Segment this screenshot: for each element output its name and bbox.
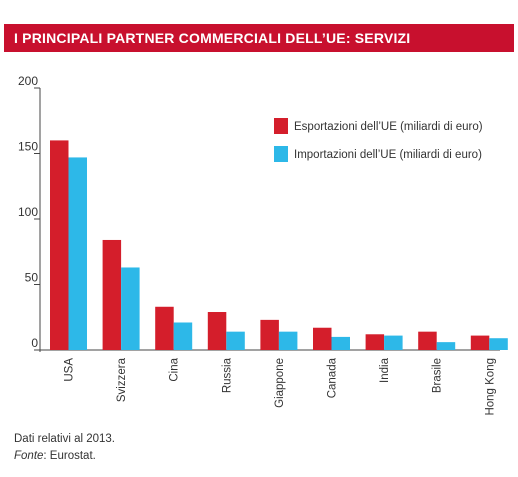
bar-imports bbox=[278, 331, 298, 350]
legend-swatch-imports bbox=[274, 146, 288, 162]
footnote-source: Fonte: Eurostat. bbox=[14, 450, 96, 462]
bar-exports bbox=[50, 140, 69, 350]
y-tick-label: 50 bbox=[25, 271, 39, 285]
x-tick-label: Hong Kong bbox=[484, 358, 496, 416]
source-label: Fonte bbox=[14, 450, 44, 462]
bar-chart: 0 50 100 150 200 USA Svizzera Cina Russia Giappon… bbox=[18, 74, 508, 416]
bar-imports bbox=[436, 342, 456, 350]
bar-imports bbox=[384, 335, 403, 350]
x-tick-label: Giappone bbox=[274, 358, 286, 408]
bar-exports bbox=[418, 331, 437, 350]
bar-imports bbox=[121, 267, 140, 350]
x-tick-label: Svizzera bbox=[116, 357, 128, 402]
x-tick-label: Brasile bbox=[432, 358, 444, 393]
x-tick-label: India bbox=[379, 357, 391, 383]
legend-swatch-exports bbox=[274, 118, 288, 134]
y-tick-label: 100 bbox=[18, 205, 38, 219]
bar-exports bbox=[260, 319, 279, 350]
source-text: : Eurostat. bbox=[43, 450, 96, 462]
footnote-date: Dati relativi al 2013. bbox=[14, 433, 115, 445]
x-tick-label: Cina bbox=[169, 357, 181, 381]
bar-imports bbox=[331, 336, 350, 350]
bar-exports bbox=[207, 312, 227, 350]
x-tick-label: USA bbox=[64, 358, 76, 382]
y-tick-label: 200 bbox=[18, 74, 38, 88]
y-tick-label: 150 bbox=[18, 140, 38, 154]
bar-imports bbox=[226, 331, 245, 350]
legend-label-exports: Esportazioni dell’UE (miliardi di euro) bbox=[294, 121, 483, 133]
bar-exports bbox=[102, 239, 122, 350]
legend-label-imports: Importazioni dell’UE (miliardi di euro) bbox=[294, 149, 482, 161]
bar-imports bbox=[68, 157, 87, 350]
chart-title: I PRINCIPALI PARTNER COMMERCIALI DELL’UE… bbox=[14, 30, 411, 46]
y-tick-label: 0 bbox=[31, 336, 38, 350]
bar-exports bbox=[155, 306, 174, 350]
bar-exports bbox=[470, 335, 490, 350]
x-tick-label: Canada bbox=[327, 357, 339, 398]
x-tick-label: Russia bbox=[221, 357, 233, 393]
bar-imports bbox=[489, 338, 508, 350]
title-banner: I PRINCIPALI PARTNER COMMERCIALI DELL’UE… bbox=[4, 24, 514, 52]
bar-exports bbox=[313, 327, 332, 350]
bar-imports bbox=[173, 322, 193, 350]
bar-exports bbox=[365, 334, 385, 350]
